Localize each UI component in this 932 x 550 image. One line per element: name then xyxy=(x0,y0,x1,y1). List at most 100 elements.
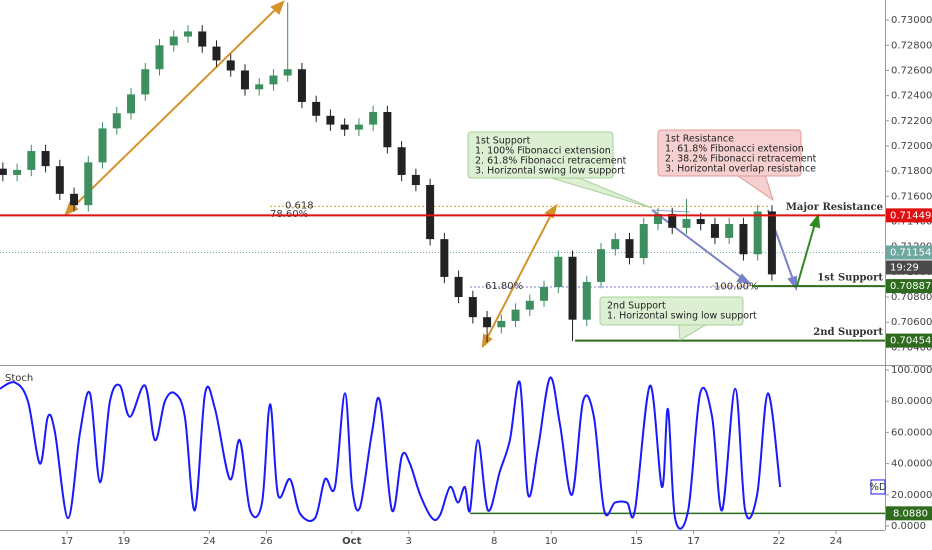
candle-body xyxy=(0,168,7,175)
y-tick-label: 0.70600 xyxy=(891,317,932,328)
candle-body xyxy=(397,147,406,175)
y-tick-label: 0.70800 xyxy=(891,292,932,303)
candle-body xyxy=(13,169,22,175)
candle-body xyxy=(753,211,762,255)
candle-body xyxy=(668,213,677,228)
candle-body xyxy=(326,115,335,125)
candle-body xyxy=(112,113,121,129)
candle-body xyxy=(440,239,449,277)
arrow-head xyxy=(809,213,821,229)
x-tick-label: 8 xyxy=(491,536,497,547)
candle-body xyxy=(255,84,264,90)
candle-body xyxy=(84,162,93,206)
y-tick-label: 0.73000 xyxy=(891,15,932,26)
candle-body xyxy=(141,69,150,95)
candle-body xyxy=(739,224,748,255)
x-tick-label: 15 xyxy=(630,536,643,547)
y-tick-label: 0.0000 xyxy=(891,521,926,532)
y-tick-label: 0.72600 xyxy=(891,65,932,76)
x-tick-label: 17 xyxy=(687,536,700,547)
stoch-layer: Stoch 0.0000 20.0000 40.0000 60.0000 80.0000 1… xyxy=(0,365,932,532)
price-tag-label: 0.70887 xyxy=(890,281,931,292)
candle-body xyxy=(511,309,520,321)
candle-body xyxy=(625,239,634,259)
y-tick-label: 60.0000 xyxy=(891,427,932,438)
level-name: 2nd Support xyxy=(813,327,883,338)
candle-body xyxy=(554,256,563,287)
candle-body xyxy=(725,224,734,238)
price-tag-label: 19:29 xyxy=(890,262,919,273)
candle-body xyxy=(70,193,79,206)
candle-body xyxy=(710,224,719,238)
series-tag xyxy=(870,479,886,495)
arrow xyxy=(483,208,555,345)
y-tick-label: 0.72400 xyxy=(891,91,932,102)
y-tick-label: 40.0000 xyxy=(891,459,932,470)
y-tick-label: 0.72800 xyxy=(891,40,932,51)
callout-line: 3. Horizontal swing low support xyxy=(475,166,625,177)
candle-body xyxy=(568,256,577,320)
candle-body xyxy=(27,151,36,170)
candle-body xyxy=(98,128,107,163)
callout-line: 1. 100% Fibonacci extension xyxy=(475,146,611,157)
price-tag xyxy=(886,245,932,260)
price-tag-label: 0.70454 xyxy=(890,336,931,347)
candle-body xyxy=(653,213,662,225)
y-tick-label: 0.72200 xyxy=(891,116,932,127)
fib-label: 100.00% xyxy=(714,282,759,293)
callout-title: 1st Support xyxy=(475,136,531,147)
candle-body xyxy=(127,94,136,114)
callout-line: 3. Horizontal overlap resistance xyxy=(665,164,816,175)
stoch-line xyxy=(0,376,782,530)
candle-body xyxy=(297,69,306,102)
candle-body xyxy=(540,286,549,301)
x-tick-label: 19 xyxy=(118,536,131,547)
x-tick-label: Oct xyxy=(342,536,361,547)
candle-body xyxy=(155,45,164,70)
candle-body xyxy=(639,224,648,259)
marker-tag xyxy=(886,506,932,521)
x-tick-label: 10 xyxy=(545,536,558,547)
price-tag xyxy=(886,279,932,294)
callout-title: 1st Resistance xyxy=(665,134,734,145)
candle-body xyxy=(269,75,278,85)
callout-box xyxy=(599,296,744,326)
candle-body xyxy=(582,281,591,320)
candle-body xyxy=(212,46,221,61)
x-tick-label: 3 xyxy=(406,536,412,547)
candle-body xyxy=(41,151,50,167)
arrow-head xyxy=(64,201,79,216)
x-tick-label: 22 xyxy=(773,536,786,547)
candle-body xyxy=(426,185,435,240)
y-tick-label: 0.70400 xyxy=(891,342,932,353)
candle-body xyxy=(383,112,392,148)
candle-body xyxy=(454,276,463,298)
candle-body xyxy=(597,249,606,282)
candle-body xyxy=(682,219,691,228)
callout-title: 2nd Support xyxy=(607,301,666,312)
level-name: 1st Support xyxy=(817,273,883,284)
x-tick-label: 24 xyxy=(830,536,843,547)
arrow-head xyxy=(270,0,285,15)
price-tag xyxy=(886,333,932,348)
candle-body xyxy=(198,31,207,47)
y-tick-label: 20.0000 xyxy=(891,490,932,501)
candle-body xyxy=(411,174,420,186)
x-tick-label: 24 xyxy=(203,536,216,547)
price-tag xyxy=(886,208,932,223)
y-tick-label: 0.71800 xyxy=(891,166,932,177)
candle-body xyxy=(369,112,378,125)
level-name: Major Resistance xyxy=(786,202,883,213)
candle-body xyxy=(497,320,506,328)
fib-label: 61.80% xyxy=(485,281,523,292)
price-tag xyxy=(886,260,932,275)
candle-body xyxy=(696,219,705,225)
marker-tag-label: 8.0880 xyxy=(893,508,928,519)
callout-box xyxy=(467,131,614,179)
y-tick-label: 0.72000 xyxy=(891,141,932,152)
callout-box xyxy=(657,129,802,177)
candle-body xyxy=(354,124,363,130)
candle-body xyxy=(525,300,534,310)
